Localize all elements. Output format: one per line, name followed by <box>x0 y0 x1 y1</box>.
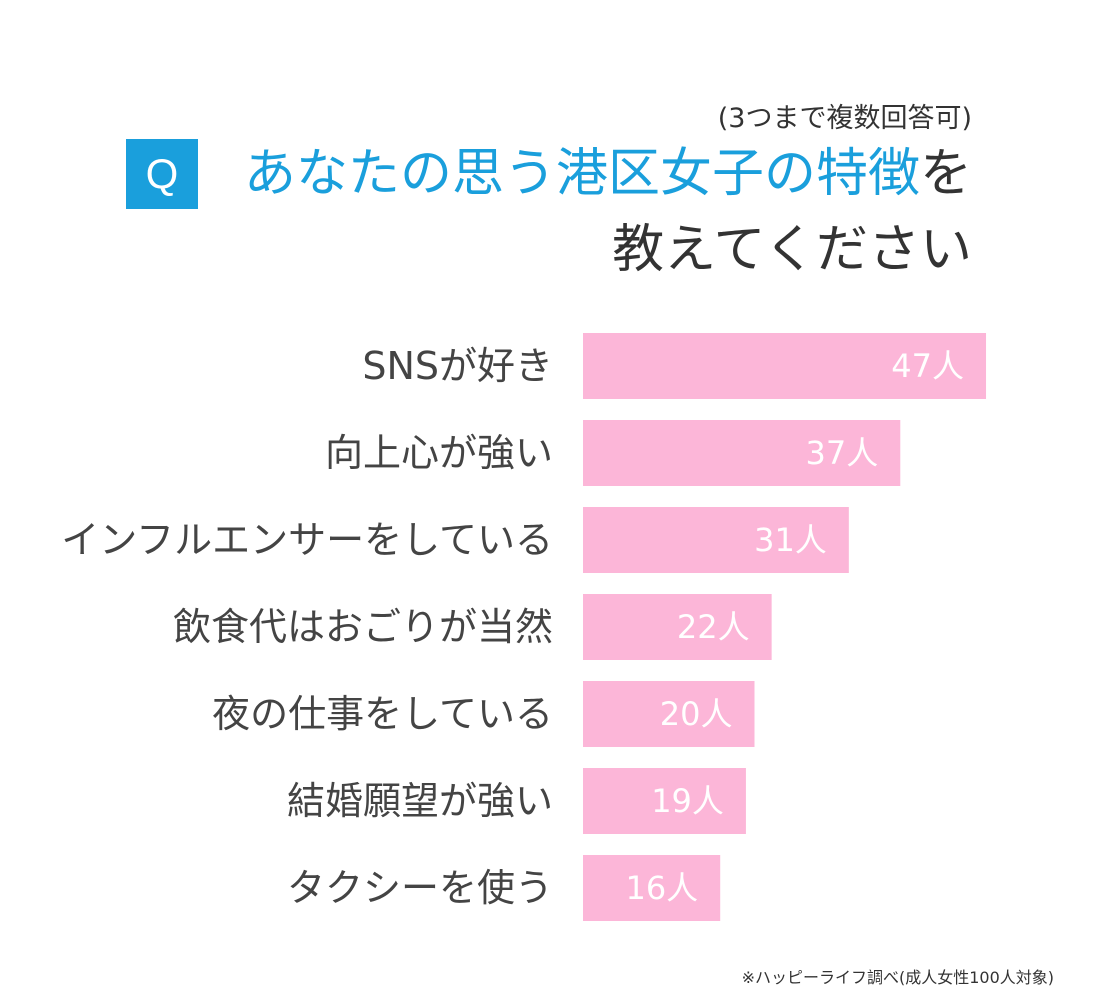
category-label-4: 飲食代はおごりが当然 <box>173 605 553 649</box>
bar-5 <box>583 681 755 747</box>
value-label-2: 37人 <box>806 434 879 472</box>
category-label-1: SNSが好き <box>362 344 553 388</box>
bar-1 <box>583 333 987 399</box>
value-label-6: 19人 <box>651 782 724 820</box>
title-highlight: あなたの思う港区女子の特徴 <box>243 144 920 204</box>
question-badge: Q <box>126 139 198 209</box>
category-label-5: 夜の仕事をしている <box>212 692 553 736</box>
value-label-4: 22人 <box>677 608 750 646</box>
bar-3 <box>583 507 849 573</box>
category-label-3: インフルエンサーをしている <box>61 518 553 562</box>
answer-note: (3つまで複数回答可) <box>717 103 972 134</box>
bar-6 <box>583 768 746 834</box>
value-label-3: 31人 <box>754 521 827 559</box>
chart-header: (3つまで複数回答可) Q あなたの思う港区女子の特徴を 教えてください <box>0 0 1100 300</box>
bar-2 <box>583 420 901 486</box>
source-footnote: ※ハッピーライフ調べ(成人女性100人対象) <box>741 968 1054 987</box>
value-label-5: 20人 <box>660 695 733 733</box>
category-label-7: タクシーを使う <box>287 866 553 910</box>
chart-title-line-2: 教えてください <box>612 220 972 280</box>
value-label-7: 16人 <box>625 869 698 907</box>
bar-7 <box>583 855 721 921</box>
title-suffix: を <box>919 144 972 204</box>
category-label-2: 向上心が強い <box>325 431 553 475</box>
bar-4 <box>583 594 772 660</box>
category-label-6: 結婚願望が強い <box>287 779 553 823</box>
chart-title-line-1: あなたの思う港区女子の特徴を <box>244 138 972 210</box>
value-label-1: 47人 <box>891 347 964 385</box>
